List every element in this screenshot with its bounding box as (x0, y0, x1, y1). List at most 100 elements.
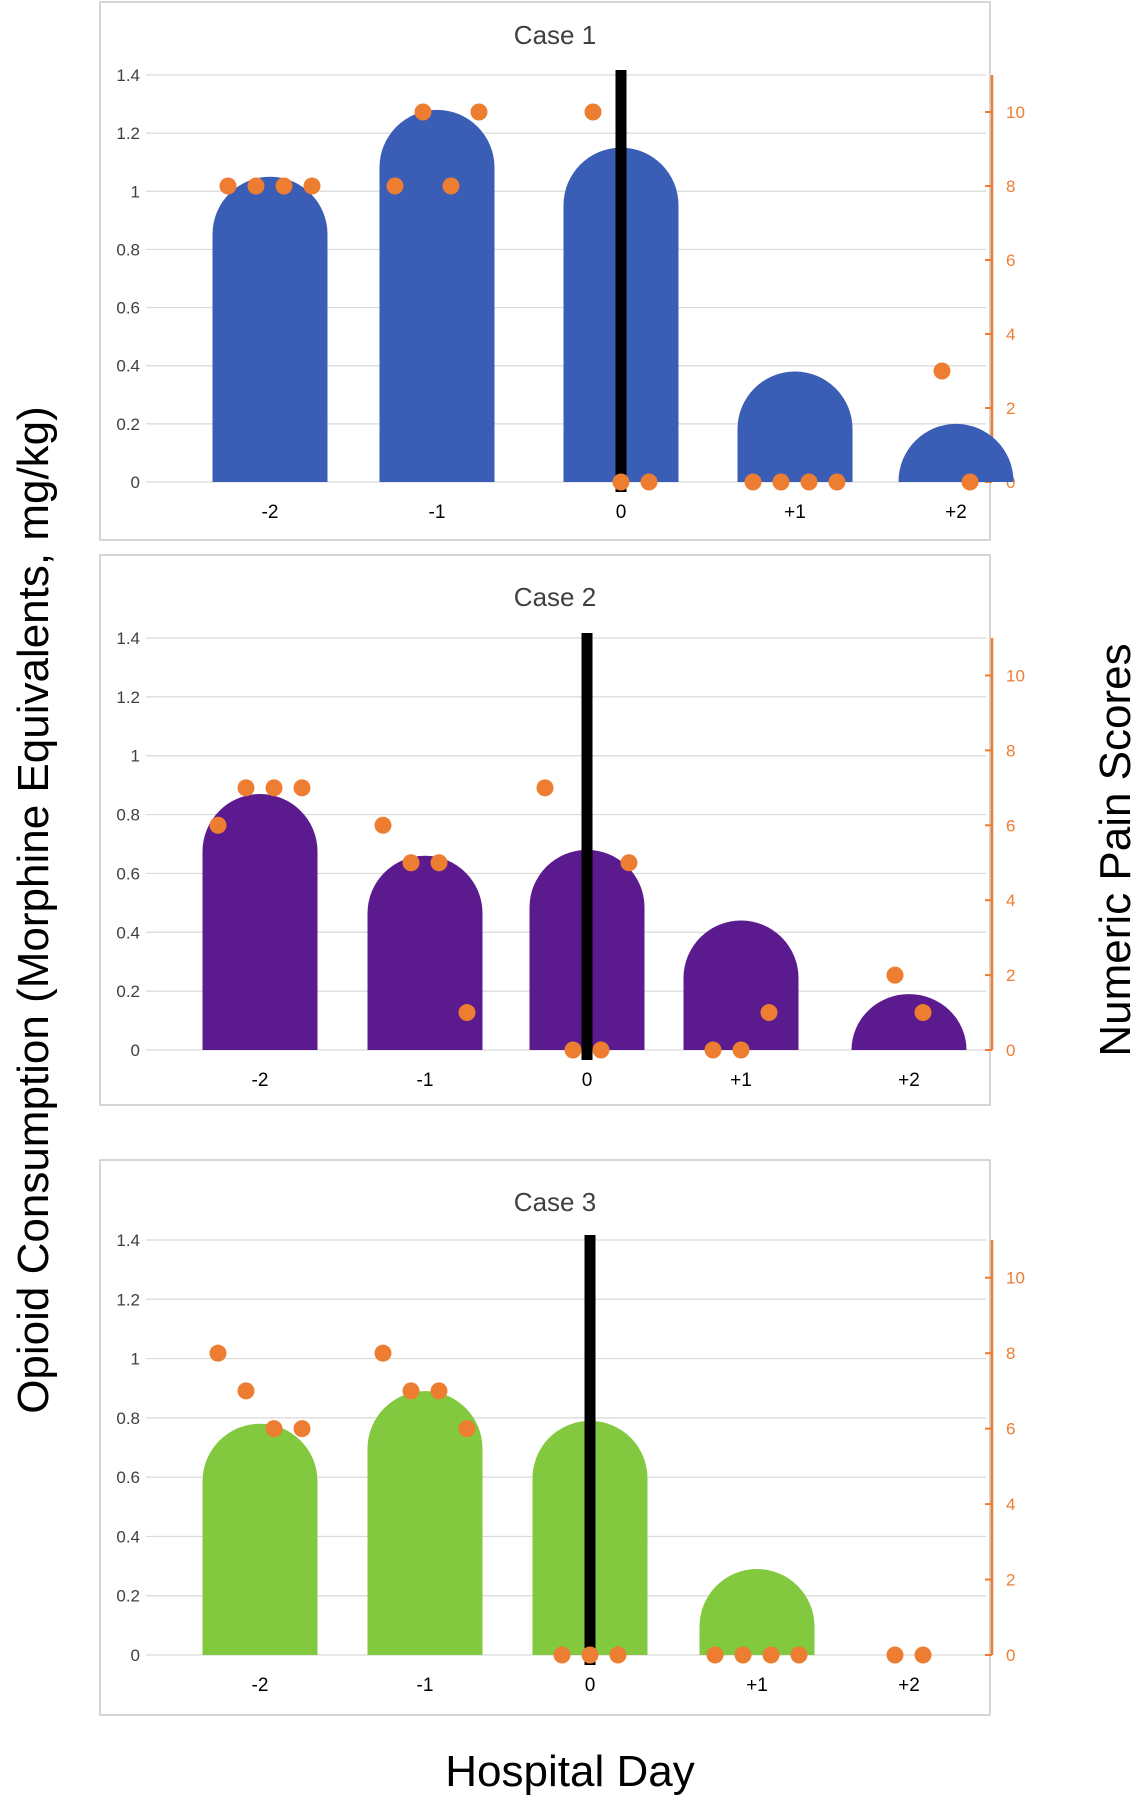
bar (699, 1569, 815, 1655)
pain-score-point (293, 779, 311, 797)
chart-panels: Case 1 0 0.2 0.4 0.6 0.8 1 1.2 1.4 0 2 4 6 8 10 -2 -1 0 +1… (99, 1, 1025, 1716)
pain-score-point (265, 779, 283, 797)
pain-score-point (458, 1004, 476, 1022)
pain-score-point (762, 1646, 780, 1664)
pain-score-point (584, 103, 602, 121)
pain-score-point (374, 1344, 392, 1362)
x-tick-label: +2 (898, 1070, 920, 1091)
pain-score-point (219, 177, 237, 195)
y2-tick-label: 8 (1006, 741, 1015, 760)
pain-score-point (402, 854, 420, 872)
y-tick-label: 0.2 (116, 415, 140, 434)
pain-score-point (553, 1646, 571, 1664)
left-axis-title: Opioid Consumption (Morphine Equivalents… (9, 406, 58, 1414)
pain-score-point (402, 1382, 420, 1400)
pain-score-point (470, 103, 488, 121)
y2-tick-label: 6 (1006, 251, 1015, 270)
x-tick-label: -1 (417, 1070, 434, 1091)
chart-title: Case 2 (514, 582, 596, 612)
y2-tick-label: 0 (1006, 1041, 1015, 1060)
y-tick-label: 0.6 (116, 299, 140, 318)
bar (379, 109, 495, 482)
y2-tick-label: 6 (1006, 816, 1015, 835)
pain-score-point (374, 816, 392, 834)
pain-score-point (442, 177, 460, 195)
right-axis-title: Numeric Pain Scores (1091, 643, 1140, 1056)
y-tick-label: 1 (131, 747, 140, 766)
bar (202, 1423, 318, 1655)
x-tick-label: -1 (429, 502, 446, 523)
pain-score-point (914, 1004, 932, 1022)
y-tick-label: 0 (131, 473, 140, 492)
y-tick-label: 0.4 (116, 357, 140, 376)
pain-score-point (914, 1646, 932, 1664)
pain-score-point (237, 1382, 255, 1400)
pain-score-point (828, 473, 846, 491)
pain-score-point (592, 1041, 610, 1059)
y-tick-label: 1.4 (116, 66, 140, 85)
chart-panel: Case 3 0 0.2 0.4 0.6 0.8 1 1.2 1.4 0 2 4 6 8 10 -2 -1 0 +1… (99, 1159, 1025, 1716)
pain-score-point (886, 966, 904, 984)
y2-tick-label: 0 (1006, 473, 1015, 492)
x-axis-title: Hospital Day (445, 1747, 694, 1796)
y-tick-label: 0.8 (116, 806, 140, 825)
x-tick-label: -2 (262, 502, 279, 523)
bar (683, 920, 799, 1050)
pain-score-point (265, 1420, 283, 1438)
y-tick-label: 0 (131, 1041, 140, 1060)
x-tick-label: +1 (746, 1675, 768, 1696)
y-tick-label: 0.2 (116, 982, 140, 1001)
y2-tick-label: 2 (1006, 966, 1015, 985)
x-tick-label: 0 (616, 502, 627, 523)
x-tick-label: 0 (582, 1070, 593, 1091)
y-tick-label: 0.8 (116, 1409, 140, 1428)
y-tick-label: 1.4 (116, 1231, 140, 1250)
bar (212, 176, 328, 482)
pain-score-point (760, 1004, 778, 1022)
y2-tick-label: 8 (1006, 177, 1015, 196)
pain-score-point (706, 1646, 724, 1664)
pain-score-point (790, 1646, 808, 1664)
y-tick-label: 1.2 (116, 1290, 140, 1309)
y2-tick-label: 2 (1006, 1571, 1015, 1590)
pain-score-point (933, 362, 951, 380)
pain-score-point (744, 473, 762, 491)
pain-score-point (386, 177, 404, 195)
x-tick-label: +1 (730, 1070, 752, 1091)
pain-score-point (237, 779, 255, 797)
y-tick-label: 1.4 (116, 629, 140, 648)
y-tick-label: 0.6 (116, 864, 140, 883)
y-tick-label: 1.2 (116, 688, 140, 707)
pain-score-point (458, 1420, 476, 1438)
x-tick-label: 0 (585, 1675, 596, 1696)
y-tick-label: 0.2 (116, 1587, 140, 1606)
y-tick-label: 0.6 (116, 1468, 140, 1487)
pain-score-point (209, 1344, 227, 1362)
bar (367, 855, 483, 1050)
y2-tick-label: 6 (1006, 1420, 1015, 1439)
pain-score-point (734, 1646, 752, 1664)
pain-score-point (430, 1382, 448, 1400)
chart-title: Case 1 (514, 20, 596, 50)
pain-score-point (275, 177, 293, 195)
y-tick-label: 0 (131, 1646, 140, 1665)
pain-score-point (886, 1646, 904, 1664)
bar (202, 793, 318, 1050)
pain-score-point (414, 103, 432, 121)
pain-score-point (581, 1646, 599, 1664)
bar (851, 994, 967, 1050)
y-tick-label: 0.4 (116, 923, 140, 942)
y-tick-label: 0.8 (116, 240, 140, 259)
pain-score-point (247, 177, 265, 195)
y2-tick-label: 10 (1006, 103, 1025, 122)
bar (737, 371, 853, 482)
pain-score-point (609, 1646, 627, 1664)
pain-score-point (704, 1041, 722, 1059)
chart-title: Case 3 (514, 1187, 596, 1217)
y2-tick-label: 4 (1006, 891, 1015, 910)
pain-score-point (732, 1041, 750, 1059)
x-tick-label: -2 (252, 1070, 269, 1091)
pain-score-point (772, 473, 790, 491)
pain-score-point (209, 816, 227, 834)
